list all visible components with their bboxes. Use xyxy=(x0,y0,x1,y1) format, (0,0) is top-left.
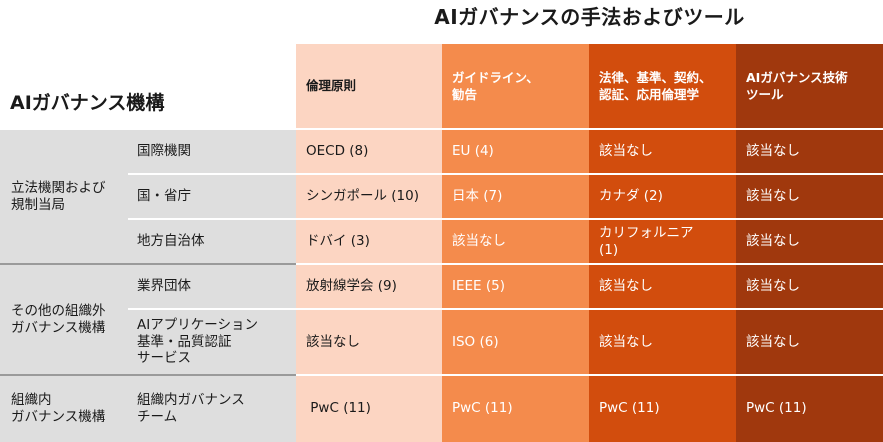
table-cell: 該当なし xyxy=(736,129,883,174)
row-divider xyxy=(128,308,883,310)
column-header-tech-tools: AIガバナンス技術 ツール xyxy=(736,44,883,129)
row-divider xyxy=(128,173,883,175)
table-cell: 該当なし xyxy=(589,264,736,309)
org-type-local-government: 地方自治体 xyxy=(137,233,205,250)
row-divider xyxy=(296,263,883,265)
row-divider xyxy=(0,128,883,130)
column-header-guidelines: ガイドライン、 勧告 xyxy=(442,44,589,129)
table-cell: 該当なし xyxy=(442,219,589,264)
row-header-title: AIガバナンス機構 xyxy=(10,92,165,114)
table-cell: ドバイ (3) xyxy=(296,219,442,264)
row-labels-background xyxy=(0,129,296,442)
table-cell: 該当なし xyxy=(736,219,883,264)
table-cell: 該当なし xyxy=(736,174,883,219)
table-cell: ISO (6) xyxy=(442,309,589,375)
table-cell: カリフォルニア (1) xyxy=(589,219,736,264)
table-cell: EU (4) xyxy=(442,129,589,174)
category-external-governance: その他の組織外 ガバナンス機構 xyxy=(11,302,106,336)
column-header-laws-standards: 法律、基準、契約、 認証、応用倫理学 xyxy=(589,44,736,129)
org-type-international: 国際機関 xyxy=(137,143,191,160)
table-cell: 該当なし xyxy=(589,129,736,174)
table-cell: カナダ (2) xyxy=(589,174,736,219)
org-type-internal-team: 組織内ガバナンス チーム xyxy=(137,391,245,425)
row-divider xyxy=(128,218,883,220)
category-legislature-regulators: 立法機関および 規制当局 xyxy=(11,179,106,213)
table-cell: 該当なし xyxy=(296,309,442,375)
category-internal-governance: 組織内 ガバナンス機構 xyxy=(11,391,106,425)
table-cell: OECD (8) xyxy=(296,129,442,174)
org-type-national: 国・省庁 xyxy=(137,188,191,205)
table-cell: PwC (11) xyxy=(442,375,589,442)
table-cell: 日本 (7) xyxy=(442,174,589,219)
row-divider xyxy=(296,374,883,376)
table-cell: PwC (11) xyxy=(736,375,883,442)
table-cell: 該当なし xyxy=(589,309,736,375)
table-cell: 該当なし xyxy=(736,309,883,375)
table-cell: IEEE (5) xyxy=(442,264,589,309)
org-type-industry-group: 業界団体 xyxy=(137,278,191,295)
table-cell: 該当なし xyxy=(736,264,883,309)
table-cell: PwC (11) xyxy=(296,375,442,442)
table-cell: シンガポール (10) xyxy=(296,174,442,219)
group-divider xyxy=(0,374,296,376)
table-cell: PwC (11) xyxy=(589,375,736,442)
org-type-certification-service: AIアプリケーション 基準・品質認証 サービス xyxy=(137,316,258,367)
group-divider xyxy=(0,263,296,265)
column-header-ethics-principles: 倫理原則 xyxy=(296,44,442,129)
page-title: AIガバナンスの手法およびツール xyxy=(434,4,745,29)
table-cell: 放射線学会 (9) xyxy=(296,264,442,309)
